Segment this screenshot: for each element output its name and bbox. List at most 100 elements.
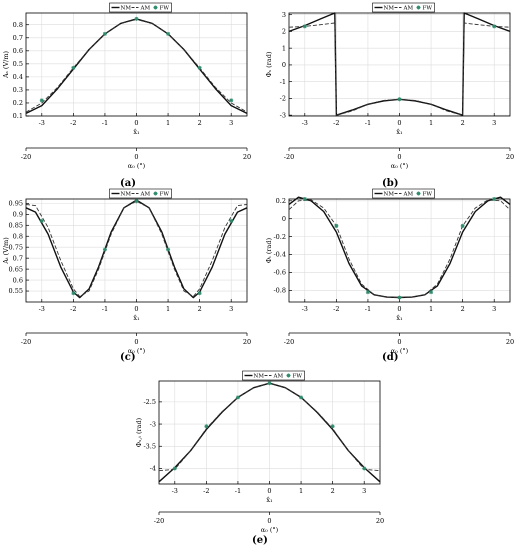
legend-box — [242, 370, 305, 381]
fw-marker — [365, 290, 370, 295]
x-tick-label: -2 — [70, 119, 76, 127]
x2-axis-label: α₀ (°) — [261, 526, 279, 534]
fw-marker — [362, 466, 367, 471]
x-tick-label: 0 — [397, 119, 401, 127]
y-tick-label: 0.2 — [13, 99, 23, 107]
fw-marker — [166, 247, 171, 252]
x2-tick-label: 20 — [243, 153, 251, 161]
fw-marker — [39, 98, 44, 103]
y-tick-label: -4 — [150, 465, 156, 473]
legend-box — [109, 188, 172, 199]
x-tick-label: 1 — [429, 119, 433, 127]
x-axis-label: x̂₁ — [133, 313, 140, 322]
legend-box — [109, 2, 172, 13]
y-axis-label: Φₜ (rad) — [265, 237, 273, 263]
y-tick-label: 0.6 — [13, 276, 23, 284]
y-tick-label: 0.6 — [13, 47, 23, 55]
y-tick-label: 1 — [282, 44, 286, 52]
legend-fw-label: FW — [423, 6, 433, 12]
panel-label-b: (b) — [382, 178, 399, 189]
panel-label-a: (a) — [120, 178, 136, 189]
x-tick-label: 0 — [134, 119, 138, 127]
x-tick-label: -3 — [302, 305, 308, 313]
legend: NM AM FW — [109, 188, 172, 199]
x2-tick-label: 0 — [267, 517, 271, 525]
chart-a: -3 -2 -1 0 1 2 3 0.1 0.2 0.3 0.4 0.5 0.6 0.7 0.8 x̂₁ Aₛ … — [2, 2, 251, 170]
x-tick-label: 2 — [198, 119, 202, 127]
fw-marker — [172, 466, 177, 471]
fw-marker — [134, 199, 139, 204]
x2-axis-label: α₀ (°) — [128, 162, 146, 170]
x-tick-label: -1 — [102, 119, 108, 127]
x2-tick-label: 0 — [134, 338, 138, 346]
x2-tick-label: 0 — [397, 153, 401, 161]
legend-fw-swatch — [286, 373, 291, 378]
fw-marker — [71, 291, 76, 296]
legend-fw-label: FW — [160, 6, 170, 12]
x-tick-label: 1 — [166, 305, 170, 313]
y-axis-label: Φₛ (rad) — [265, 51, 273, 77]
legend-fw-label: FW — [160, 192, 170, 198]
legend-fw-swatch — [416, 191, 421, 196]
y-tick-label: -2 — [280, 95, 286, 103]
legend-am-label: AM — [140, 192, 151, 198]
y-tick-label: -0.6 — [273, 269, 286, 277]
y-axis-label: Φₛ,ₜ (rad) — [135, 417, 143, 447]
legend-box — [372, 2, 435, 13]
y-tick-label: 0.95 — [9, 200, 23, 208]
x-tick-label: 3 — [362, 487, 366, 495]
y-tick-label: 0.75 — [9, 243, 23, 251]
legend-am-label: AM — [140, 6, 151, 12]
am-line — [25, 200, 248, 297]
legend-nm-label: NM — [254, 374, 265, 380]
fw-marker — [492, 197, 497, 201]
x-axis-label: x̂₁ — [396, 127, 403, 136]
x2-tick-label: 0 — [134, 153, 138, 161]
y-tick-label: 0.5 — [13, 60, 23, 68]
legend-fw-swatch — [153, 191, 158, 196]
fw-marker — [166, 31, 171, 36]
y-tick-label: -3.5 — [143, 442, 156, 450]
fw-marker — [71, 65, 76, 70]
legend-nm-label: NM — [384, 6, 395, 12]
x-tick-label: 1 — [299, 487, 303, 495]
y-tick-label: 0 — [282, 61, 286, 69]
x-tick-label: 2 — [331, 487, 335, 495]
x-tick-label: -3 — [39, 119, 45, 127]
chart-d: -3 -2 -1 0 1 2 3 -0.8 -0.6 -0.4 -0.2 0 0.2 x̂₁ Φₜ (rad… — [265, 188, 514, 355]
x-axis-label: x̂₁ — [266, 495, 273, 504]
y-tick-label: -3 — [150, 420, 156, 428]
fw-marker — [397, 97, 402, 102]
x-tick-label: -3 — [172, 487, 178, 495]
x2-tick-label: 0 — [397, 338, 401, 346]
fw-marker — [229, 98, 234, 103]
x2-axis-label: α₀ (°) — [391, 347, 409, 355]
y-tick-label: 0.9 — [13, 211, 23, 219]
x-tick-label: -1 — [365, 305, 371, 313]
y-tick-label: 2 — [282, 28, 286, 36]
y-tick-label: 0.1 — [13, 112, 23, 120]
am-line — [288, 22, 511, 116]
x-tick-label: -1 — [365, 119, 371, 127]
fw-marker — [299, 395, 304, 400]
fw-marker — [397, 295, 402, 300]
y-axis-label: Aₜ (V/m) — [2, 237, 10, 265]
y-tick-label: 0.85 — [9, 221, 23, 229]
panel-label-e: (e) — [252, 535, 268, 546]
fw-marker — [267, 381, 272, 386]
x-tick-label: 0 — [134, 305, 138, 313]
y-axis-label: Aₛ (V/m) — [2, 51, 10, 80]
y-tick-label: -0.8 — [273, 287, 286, 295]
y-tick-label: 3 — [282, 11, 286, 19]
fw-marker — [102, 247, 107, 252]
x-axis-label: x̂₁ — [133, 127, 140, 136]
y-tick-label: 0.55 — [9, 287, 23, 295]
y-tick-label: 0.7 — [13, 254, 23, 262]
y-tick-label: 0.7 — [13, 34, 23, 42]
x-axis-label: x̂₁ — [396, 313, 403, 322]
x2-tick-label: -20 — [21, 338, 31, 346]
panel-label-d: (d) — [382, 352, 399, 363]
y-tick-label: -2.5 — [143, 398, 156, 406]
fw-marker — [235, 395, 240, 400]
legend-am-label: AM — [403, 6, 414, 12]
